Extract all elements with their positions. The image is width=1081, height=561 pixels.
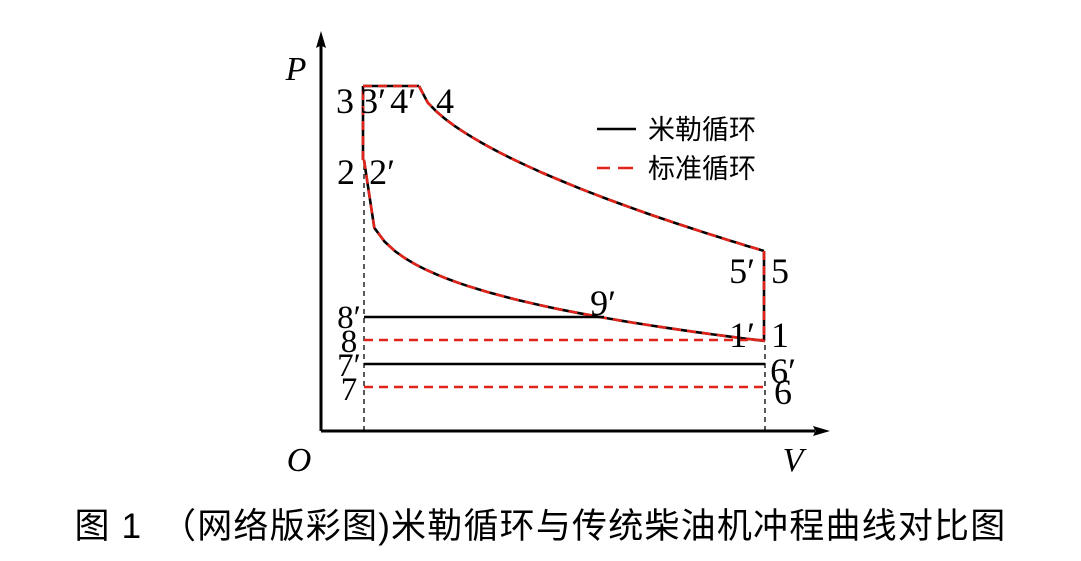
svg-text:1′: 1′	[729, 315, 755, 355]
svg-text:标准循环: 标准循环	[648, 154, 756, 184]
svg-text:4: 4	[436, 81, 454, 121]
svg-text:1: 1	[771, 315, 789, 355]
svg-text:V: V	[783, 442, 808, 479]
svg-text:4′: 4′	[390, 81, 416, 121]
svg-text:6: 6	[774, 372, 792, 412]
svg-text:9′: 9′	[590, 283, 616, 323]
svg-text:O: O	[287, 442, 312, 479]
svg-text:3: 3	[336, 81, 354, 121]
svg-text:7: 7	[341, 372, 358, 408]
svg-text:2: 2	[337, 152, 355, 192]
svg-text:3′: 3′	[360, 81, 386, 121]
svg-text:米勒循环: 米勒循环	[648, 115, 756, 145]
svg-text:2′: 2′	[369, 152, 395, 192]
svg-text:5′: 5′	[729, 251, 755, 291]
svg-text:5: 5	[771, 251, 789, 291]
svg-text:P: P	[285, 51, 307, 88]
